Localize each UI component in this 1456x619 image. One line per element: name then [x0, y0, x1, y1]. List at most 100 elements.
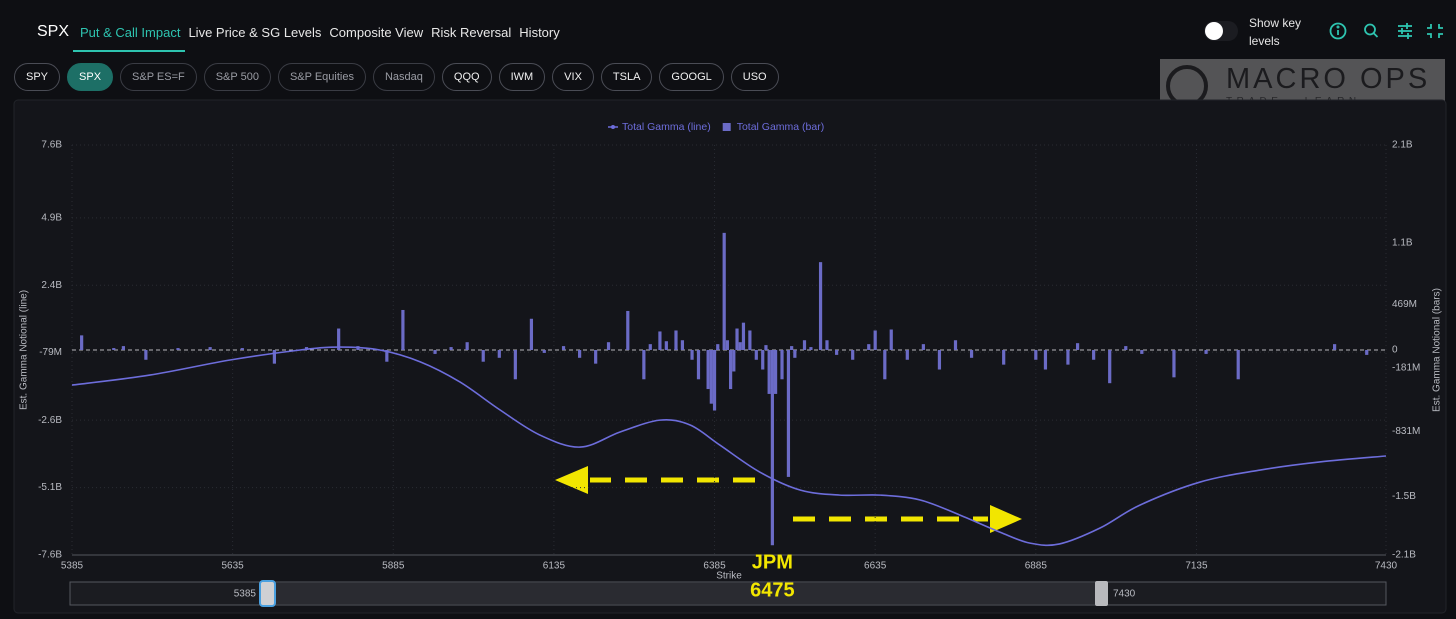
- slider-min-label: 5385: [234, 589, 257, 600]
- bar: [722, 232, 726, 350]
- info-icon[interactable]: [1329, 22, 1347, 40]
- bar: [761, 350, 765, 370]
- bar: [1092, 350, 1096, 360]
- slider-max-label: 7430: [1113, 589, 1136, 600]
- bar: [1124, 346, 1128, 350]
- nav-tab[interactable]: Risk Reversal: [431, 24, 512, 40]
- bar: [1236, 350, 1240, 380]
- bar: [883, 350, 887, 380]
- bar: [642, 350, 646, 380]
- ticker-button[interactable]: S&P 500: [203, 63, 271, 91]
- ticker-button[interactable]: TSLA: [600, 63, 653, 91]
- x-tick-label: 5885: [382, 561, 405, 572]
- bar: [664, 341, 668, 350]
- bar: [825, 340, 829, 350]
- ticker-button[interactable]: QQQ: [441, 63, 492, 91]
- ticker-button[interactable]: IWM: [498, 63, 546, 91]
- nav-tab[interactable]: History: [519, 24, 560, 40]
- bar: [513, 350, 517, 380]
- bar: [754, 350, 758, 360]
- bar: [738, 342, 742, 350]
- bar: [802, 340, 807, 350]
- bar: [873, 330, 877, 350]
- y2-tick-label: -831M: [1392, 426, 1420, 437]
- ticker-button[interactable]: SPY: [14, 63, 61, 91]
- bar: [1002, 350, 1006, 365]
- bar: [818, 262, 823, 350]
- y-tick-label: -79M: [39, 347, 62, 358]
- x-tick-label: 5635: [222, 561, 245, 572]
- bar: [497, 350, 501, 358]
- bar: [1204, 350, 1208, 354]
- annotation-label: JPM: [752, 551, 793, 573]
- bar: [690, 350, 694, 360]
- slider-selection: [267, 583, 1101, 604]
- bar: [786, 350, 791, 477]
- y2-tick-label: 1.1B: [1392, 237, 1413, 248]
- bar: [112, 348, 116, 350]
- bar: [1108, 350, 1112, 384]
- ticker-button[interactable]: S&P ES=F: [120, 63, 197, 91]
- bar: [725, 340, 729, 350]
- x-tick-label: 6385: [703, 561, 726, 572]
- key-levels-toggle[interactable]: [1204, 21, 1238, 41]
- ticker-button[interactable]: USO: [730, 63, 779, 91]
- logo-name: MACRO OPS: [1226, 63, 1431, 95]
- nav-tab[interactable]: Composite View: [329, 24, 424, 40]
- bar: [481, 350, 485, 362]
- bar: [529, 318, 534, 350]
- bar: [712, 350, 717, 411]
- toggle-label: Show key levels: [1249, 16, 1302, 48]
- ticker-bar: SPY SPX S&P ES=F S&P 500 S&P Equities Nasdaq Q…: [14, 63, 779, 91]
- y2-tick-label: 469M: [1392, 299, 1417, 310]
- bar: [764, 345, 768, 350]
- search-icon[interactable]: [1364, 23, 1379, 38]
- ticker-button[interactable]: Nasdaq: [372, 63, 435, 91]
- bar: [767, 350, 771, 394]
- bar: [401, 309, 405, 350]
- ticker-button[interactable]: VIX: [552, 63, 594, 91]
- collapse-icon[interactable]: [1427, 24, 1443, 38]
- bar: [790, 346, 794, 350]
- nav-tab[interactable]: Live Price & SG Levels: [188, 24, 322, 40]
- bar: [732, 350, 736, 372]
- bar: [905, 350, 909, 360]
- bar: [542, 350, 546, 353]
- annotation-arrows: [555, 466, 1022, 533]
- bar: [272, 350, 277, 364]
- bar: [953, 340, 958, 350]
- x-tick-label: 6135: [543, 561, 566, 572]
- legend-label: Total Gamma (line): [622, 121, 711, 133]
- y-tick-label: -7.6B: [38, 550, 62, 561]
- ticker-button[interactable]: S&P Equities: [277, 63, 366, 91]
- ticker-button[interactable]: GOOGL: [659, 63, 724, 91]
- symbol: SPX: [37, 23, 70, 40]
- bar: [626, 310, 630, 350]
- settings-icon[interactable]: [1398, 23, 1412, 39]
- bar: [144, 350, 148, 360]
- bar: [1365, 350, 1369, 355]
- bar: [385, 350, 389, 362]
- bar: [176, 348, 180, 350]
- nav-tab[interactable]: Put & Call Impact: [72, 24, 186, 52]
- bar: [1034, 350, 1038, 360]
- y2-tick-label: 0: [1392, 345, 1398, 356]
- bar: [809, 347, 813, 350]
- ticker-button[interactable]: SPX: [67, 63, 114, 91]
- y-tick-label: -5.1B: [38, 482, 62, 493]
- slider-handle-right[interactable]: [1095, 581, 1108, 606]
- bar: [1066, 350, 1070, 365]
- gamma-line: [71, 346, 1387, 547]
- legend-line-dot: [611, 125, 615, 129]
- bar: [606, 342, 611, 350]
- slider-handle-left[interactable]: [259, 580, 276, 607]
- bar: [937, 350, 942, 370]
- bar: [793, 350, 797, 358]
- bar: [1140, 350, 1144, 354]
- x-tick-label: 7430: [1375, 561, 1398, 572]
- bar: [337, 328, 341, 350]
- bar: [465, 342, 469, 350]
- left-arrow-head: [555, 466, 588, 494]
